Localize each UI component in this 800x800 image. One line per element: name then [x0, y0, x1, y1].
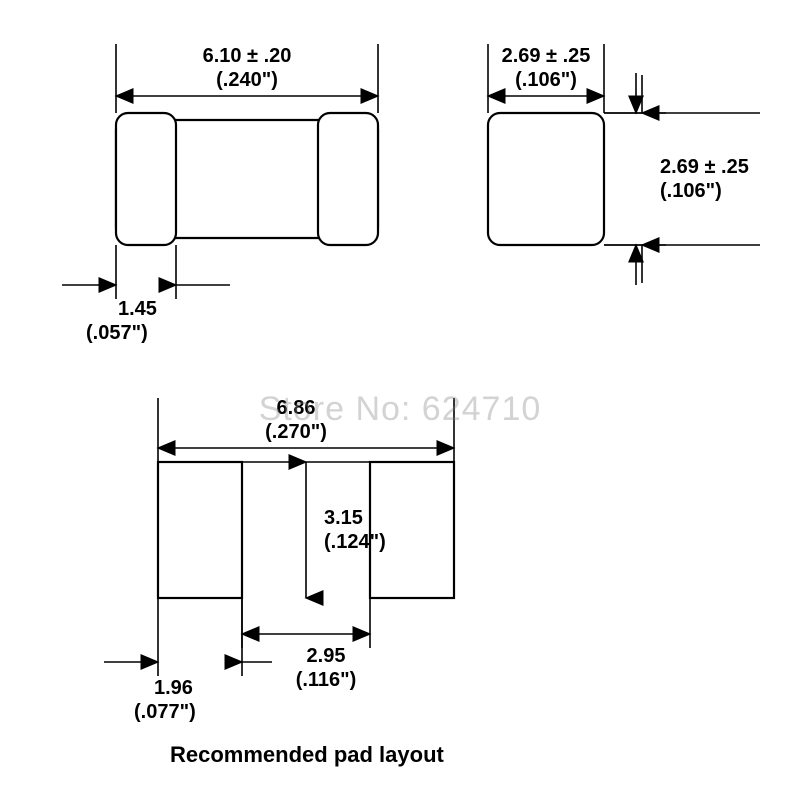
dim-outer-in: (.270")	[265, 421, 327, 443]
pad-left	[158, 462, 242, 598]
dim-endw-in: (.106")	[515, 69, 577, 91]
dim-padw-in: (.077")	[134, 701, 196, 723]
caption-text: Recommended pad layout	[170, 742, 445, 767]
dim-length-mm: 6.10 ± .20	[203, 45, 292, 67]
dim-length-in: (.240")	[216, 69, 278, 91]
component-end-view	[488, 113, 604, 245]
component-cap-left	[116, 113, 176, 245]
dim-gap-mm: 2.95	[307, 645, 346, 667]
technical-drawing: 6.10 ± .20(.240")2.69 ± .25(.106")2.69 ±…	[0, 0, 800, 800]
dim-endh-mm: 2.69 ± .25	[660, 156, 749, 178]
dim-padh-in: (.124")	[324, 531, 386, 553]
dim-gap-in: (.116")	[296, 669, 357, 691]
dim-padw-mm: 1.96	[154, 677, 193, 699]
dim-outer-mm: 6.86	[277, 397, 316, 419]
dim-cap-in: (.057")	[86, 322, 148, 344]
component-cap-right	[318, 113, 378, 245]
dim-padh-mm: 3.15	[324, 507, 363, 529]
pad-right	[370, 462, 454, 598]
dim-endh-in: (.106")	[660, 180, 722, 202]
dim-endw-mm: 2.69 ± .25	[502, 45, 591, 67]
dim-cap-mm: 1.45	[118, 298, 157, 320]
